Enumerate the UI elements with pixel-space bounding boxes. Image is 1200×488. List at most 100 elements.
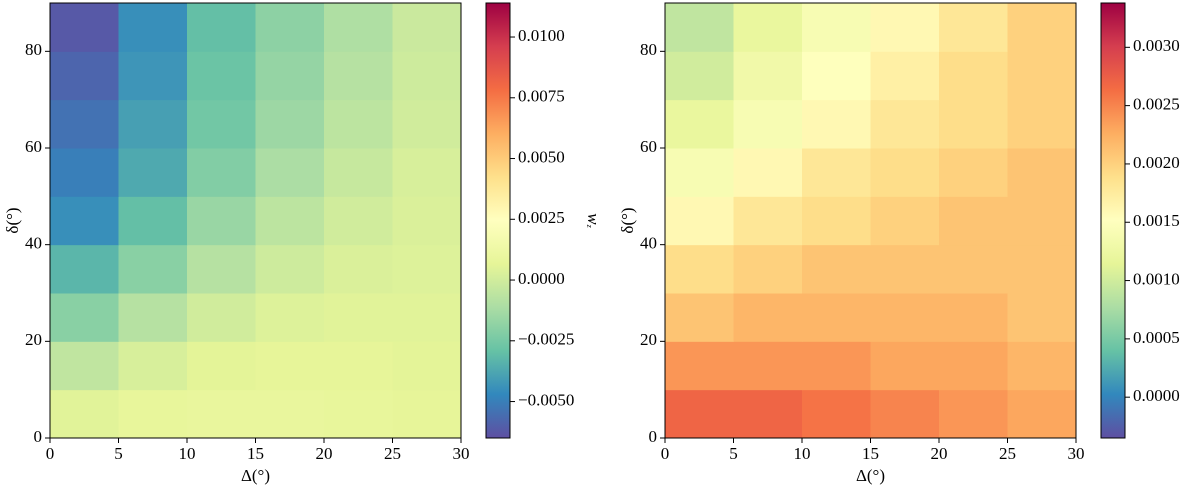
- heatmap-cell: [324, 51, 393, 101]
- heatmap-cell: [50, 293, 119, 342]
- heatmap-cell: [870, 293, 940, 342]
- heatmap-cell: [665, 389, 734, 439]
- y-axis-label: δ(°): [3, 207, 22, 233]
- colorbar-tick-label: 0.0015: [1133, 211, 1180, 230]
- heatmap-cell: [187, 3, 256, 52]
- x-tick-label: 0: [661, 444, 670, 463]
- heatmap-cells: [665, 3, 1077, 439]
- colorbar-frame: [1100, 2, 1126, 439]
- heatmap-cell: [733, 3, 803, 52]
- heatmap-cell: [118, 341, 188, 391]
- colorbar-tick-label: 0.0100: [518, 26, 565, 45]
- heatmap-cell: [1007, 51, 1077, 101]
- heatmap-cell: [870, 3, 940, 52]
- heatmap-cell: [187, 244, 256, 294]
- heatmap-cell: [802, 99, 871, 149]
- heatmap-cell: [255, 244, 325, 294]
- heatmap-cell: [324, 196, 393, 246]
- y-axis-label: δ(°): [618, 207, 637, 233]
- x-tick-label: 0: [46, 444, 55, 463]
- heatmap-cell: [939, 3, 1008, 52]
- x-tick-label: 30: [453, 444, 470, 463]
- y-tick-label: 20: [25, 330, 42, 349]
- y-tick-label: 0: [649, 427, 658, 446]
- heatmap-cell: [665, 293, 734, 342]
- y-tick-label: 60: [25, 137, 42, 156]
- y-tick-label: 80: [25, 40, 42, 59]
- heatmap-cell: [50, 51, 119, 101]
- heatmap-cell: [802, 389, 871, 439]
- heatmap-cell: [118, 148, 188, 197]
- colorbar-tick-label: 0.0025: [1133, 95, 1180, 114]
- heatmap-cell: [50, 99, 119, 149]
- heatmap-cell: [50, 148, 119, 197]
- heatmap-cells: [50, 3, 462, 439]
- heatmap-cell: [870, 196, 940, 246]
- x-axis-label: Δ(°): [856, 466, 885, 485]
- heatmap-cell: [255, 51, 325, 101]
- heatmap-cell: [392, 148, 462, 197]
- heatmap-cell: [733, 244, 803, 294]
- heatmap-cell: [187, 293, 256, 342]
- heatmap-cell: [255, 3, 325, 52]
- heatmap-cell: [50, 196, 119, 246]
- colorbar-tick-label: 0.0030: [1133, 36, 1180, 55]
- heatmap-cell: [939, 99, 1008, 149]
- heatmap-cell: [939, 51, 1008, 101]
- x-tick-label: 10: [794, 444, 811, 463]
- heatmap-cell: [939, 341, 1008, 391]
- x-tick-label: 25: [384, 444, 401, 463]
- heatmap-cell: [665, 341, 734, 391]
- colorbar: [1101, 3, 1125, 438]
- heatmap-cell: [392, 293, 462, 342]
- colorbar-tick-label: 0.0025: [518, 208, 565, 227]
- heatmap-cell: [665, 3, 734, 52]
- heatmap-cell: [118, 389, 188, 439]
- heatmap-cell: [324, 99, 393, 149]
- heatmap-cell: [1007, 196, 1077, 246]
- x-tick-label: 5: [114, 444, 123, 463]
- colorbar-tick-label: 0.0000: [1133, 386, 1180, 405]
- colorbar-frame: [485, 2, 511, 439]
- heatmap-cell: [1007, 148, 1077, 197]
- x-tick-label: 20: [931, 444, 948, 463]
- heatmap-cell: [939, 389, 1008, 439]
- heatmap-cell: [392, 51, 462, 101]
- heatmap-cell: [255, 389, 325, 439]
- heatmap-cell: [118, 196, 188, 246]
- heatmap-cell: [324, 293, 393, 342]
- colorbar-tick-label: 0.0000: [518, 269, 565, 288]
- heatmap-cell: [665, 244, 734, 294]
- heatmap-cell: [118, 244, 188, 294]
- heatmap-cell: [187, 99, 256, 149]
- heatmap-cell: [324, 389, 393, 439]
- colorbar: [486, 3, 510, 438]
- heatmap-cell: [324, 3, 393, 52]
- heatmap-cell: [50, 341, 119, 391]
- heatmap-cell: [392, 196, 462, 246]
- heatmap-cell: [118, 293, 188, 342]
- heatmap-cell: [733, 99, 803, 149]
- heatmap-cell: [1007, 99, 1077, 149]
- heatmap-cell: [1007, 293, 1077, 342]
- heatmap-cell: [733, 148, 803, 197]
- colorbar-label-base: w: [584, 213, 603, 225]
- y-tick-label: 20: [640, 330, 657, 349]
- heatmap-cell: [939, 244, 1008, 294]
- heatmap-cell: [118, 51, 188, 101]
- x-axis-label: Δ(°): [241, 466, 270, 485]
- colorbar-tick-label: 0.0005: [1133, 328, 1180, 347]
- heatmap-cell: [187, 51, 256, 101]
- heatmap-cell: [1007, 341, 1077, 391]
- heatmap-cell: [802, 293, 871, 342]
- heatmap-cell: [392, 3, 462, 52]
- heatmap-cell: [187, 196, 256, 246]
- y-tick-label: 60: [640, 137, 657, 156]
- heatmap-cell: [118, 99, 188, 149]
- heatmap-cell: [324, 341, 393, 391]
- heatmap-cell: [802, 244, 871, 294]
- heatmap-cell: [324, 148, 393, 197]
- heatmap-cell: [255, 196, 325, 246]
